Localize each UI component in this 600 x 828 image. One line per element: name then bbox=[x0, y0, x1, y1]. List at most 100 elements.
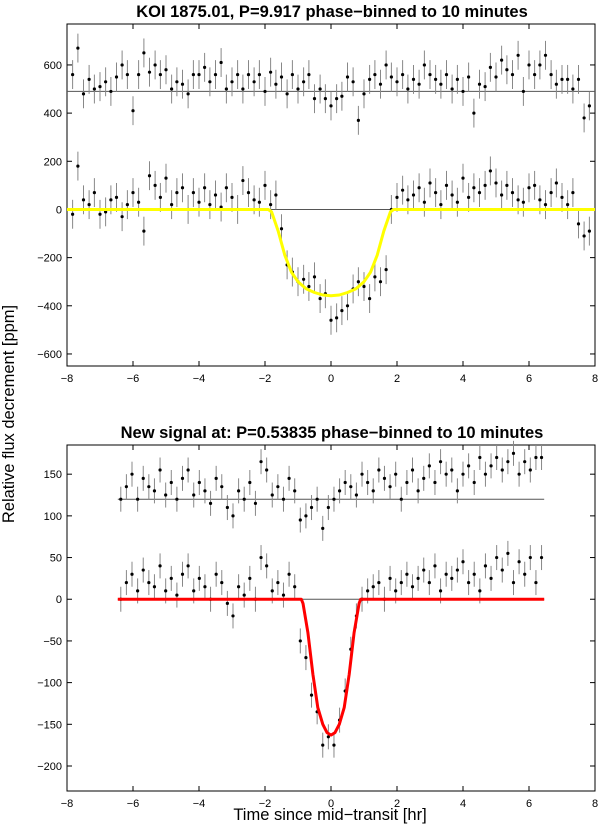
data-point bbox=[410, 468, 415, 472]
data-point bbox=[131, 109, 135, 113]
data-point bbox=[472, 186, 476, 190]
data-point bbox=[505, 183, 509, 187]
x-tick-label: 0 bbox=[328, 798, 334, 810]
data-point bbox=[213, 72, 218, 77]
data-point bbox=[287, 476, 291, 480]
data-point bbox=[252, 198, 256, 202]
x-tick-label: −8 bbox=[61, 373, 74, 385]
data-point bbox=[191, 72, 195, 77]
data-point bbox=[270, 493, 274, 497]
data-point bbox=[281, 497, 286, 501]
data-point bbox=[538, 63, 542, 67]
data-point bbox=[371, 585, 375, 589]
y-tick-label: 600 bbox=[44, 60, 62, 72]
data-point bbox=[549, 190, 553, 195]
data-point bbox=[427, 580, 431, 585]
data-point bbox=[263, 183, 267, 187]
data-point bbox=[175, 80, 179, 84]
data-point bbox=[158, 195, 162, 200]
data-point bbox=[455, 489, 459, 493]
data-point bbox=[416, 576, 420, 580]
y-tick-label: 0 bbox=[56, 594, 62, 606]
data-point bbox=[203, 65, 207, 69]
x-tick-label: −6 bbox=[127, 798, 140, 810]
data-point bbox=[528, 468, 532, 472]
data-point bbox=[225, 505, 229, 510]
x-tick-label: 4 bbox=[460, 798, 466, 810]
y-tick-label: 200 bbox=[44, 156, 62, 168]
data-point bbox=[326, 735, 330, 739]
data-point bbox=[506, 551, 510, 555]
data-point bbox=[180, 82, 185, 86]
data-point bbox=[388, 576, 392, 580]
data-point bbox=[455, 568, 459, 572]
data-point bbox=[259, 555, 263, 560]
data-point bbox=[461, 176, 465, 180]
data-point bbox=[281, 593, 286, 597]
chart-title-bottom: New signal at: P=0.53835 phase−binned to… bbox=[121, 424, 544, 442]
data-point bbox=[230, 195, 234, 200]
data-point bbox=[276, 485, 280, 489]
data-point bbox=[362, 92, 366, 96]
data-point bbox=[444, 472, 448, 476]
data-point bbox=[203, 186, 207, 190]
data-point bbox=[395, 80, 399, 84]
data-point bbox=[422, 476, 426, 480]
data-point bbox=[461, 472, 465, 476]
data-point bbox=[517, 560, 521, 564]
data-point bbox=[477, 190, 482, 195]
y-tick-label: 100 bbox=[44, 511, 62, 523]
data-point bbox=[329, 318, 333, 322]
data-point bbox=[417, 186, 421, 190]
data-point bbox=[511, 451, 516, 455]
data-point bbox=[120, 63, 124, 67]
data-point bbox=[180, 186, 185, 190]
data-point bbox=[405, 480, 409, 485]
data-point bbox=[340, 94, 344, 98]
shared-x-axis-label: Time since mid−transit [hr] bbox=[233, 806, 426, 824]
data-point bbox=[307, 284, 311, 289]
data-point bbox=[417, 82, 421, 86]
data-point bbox=[340, 309, 344, 313]
data-point bbox=[180, 572, 185, 576]
data-point bbox=[220, 580, 224, 585]
data-point bbox=[208, 203, 212, 207]
y-tick-label: −600 bbox=[37, 349, 62, 361]
data-point bbox=[388, 485, 392, 489]
data-point bbox=[276, 580, 280, 585]
chart-panel-top: −8 −6 −4 −2 0 2 4 6 8 −600 −400 −200 0 200 400 600 bbox=[37, 23, 598, 385]
data-point bbox=[337, 489, 342, 493]
data-point bbox=[241, 178, 245, 183]
data-point bbox=[455, 77, 459, 81]
data-point bbox=[373, 72, 377, 77]
data-point bbox=[427, 464, 431, 468]
data-point bbox=[438, 460, 443, 464]
data-point bbox=[405, 572, 409, 576]
data-point bbox=[332, 743, 336, 747]
data-point bbox=[351, 80, 355, 84]
x-tick-label: −4 bbox=[193, 373, 206, 385]
data-point bbox=[318, 87, 322, 91]
data-point bbox=[175, 593, 179, 597]
data-point bbox=[527, 186, 531, 190]
data-point bbox=[98, 85, 102, 89]
data-point bbox=[92, 87, 96, 91]
data-point bbox=[136, 589, 140, 593]
data-point bbox=[510, 72, 515, 77]
data-point bbox=[354, 493, 359, 497]
data-point bbox=[389, 75, 393, 79]
data-point bbox=[153, 183, 157, 187]
data-point bbox=[433, 480, 437, 485]
data-point bbox=[259, 460, 263, 464]
chart-title-top: KOI 1875.01, P=9.917 phase−binned to 10 … bbox=[136, 3, 528, 21]
data-point bbox=[461, 89, 465, 94]
data-point bbox=[237, 585, 241, 589]
data-point bbox=[428, 72, 432, 77]
data-point bbox=[335, 97, 339, 101]
data-point bbox=[236, 72, 240, 77]
data-point bbox=[366, 589, 370, 593]
data-point bbox=[488, 169, 492, 173]
data-point bbox=[450, 87, 454, 91]
data-point bbox=[109, 89, 113, 94]
data-point bbox=[248, 480, 252, 485]
